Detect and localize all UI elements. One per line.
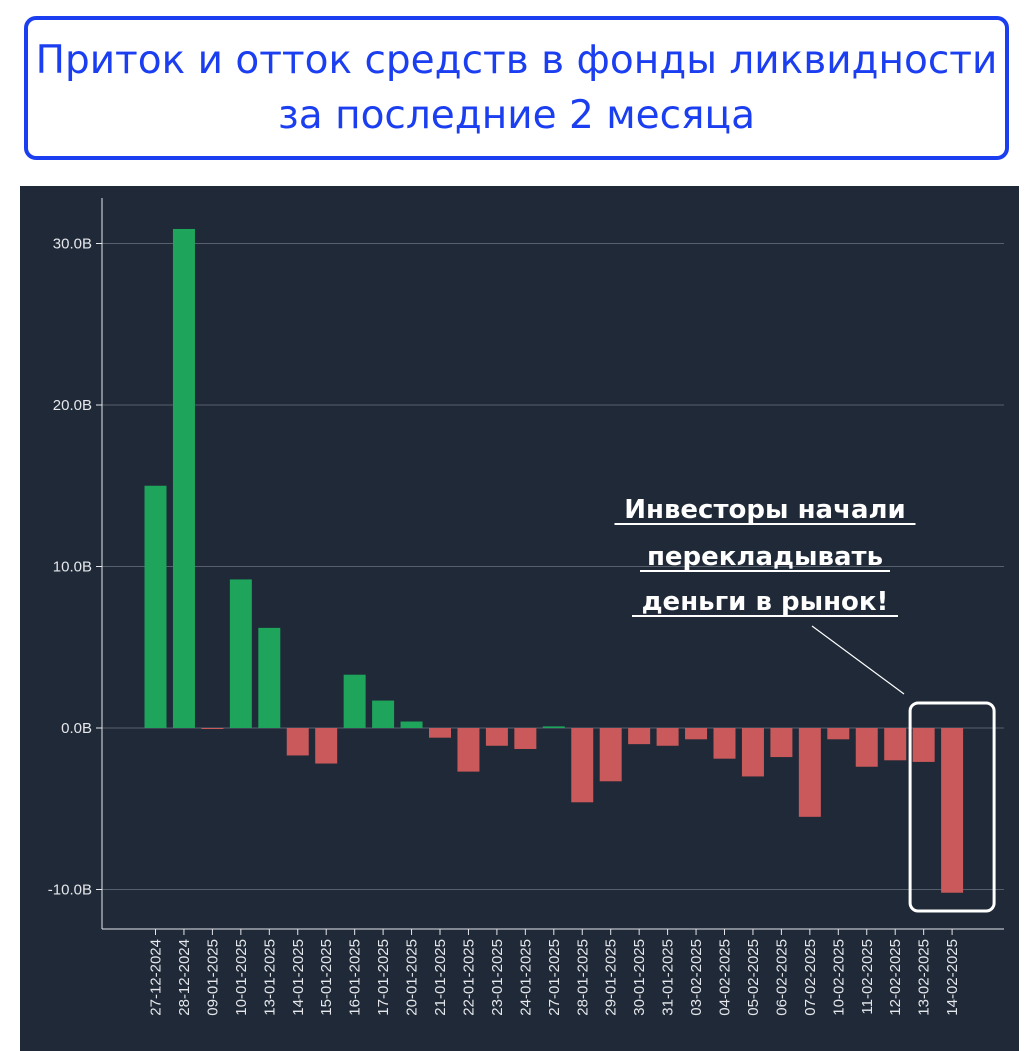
bar-07-02-2025 bbox=[798, 728, 821, 817]
bar-28-01-2025 bbox=[571, 728, 594, 803]
chart-panel: -10.0B 0.0B 10.0B 20.0B 30.0B 27-12-2024 28-12… bbox=[20, 186, 1019, 1051]
x-tick-label: 10-02-2025 bbox=[830, 939, 847, 1016]
title-box: Приток и отток средств в фонды ликвиднос… bbox=[24, 16, 1009, 160]
x-tick-label: 13-02-2025 bbox=[916, 939, 933, 1016]
bar-21-01-2025 bbox=[429, 728, 451, 738]
x-tick-label: 20-01-2025 bbox=[404, 939, 421, 1016]
bar-17-01-2025 bbox=[372, 700, 395, 728]
bar-14-01-2025 bbox=[286, 728, 309, 756]
y-tick-label: 20.0B bbox=[53, 397, 92, 414]
y-tick-label: -10.0B bbox=[48, 882, 92, 899]
bar-04-02-2025 bbox=[713, 728, 736, 759]
bar-06-02-2025 bbox=[770, 728, 793, 758]
bar-chart: -10.0B 0.0B 10.0B 20.0B 30.0B 27-12-2024 28-12… bbox=[48, 198, 1004, 1016]
bar-13-01-2025 bbox=[258, 627, 281, 728]
x-tick-label: 16-01-2025 bbox=[347, 939, 364, 1016]
x-tick-label: 05-02-2025 bbox=[745, 939, 762, 1016]
annotation-pointer bbox=[811, 625, 905, 695]
x-tick-label: 15-01-2025 bbox=[318, 939, 335, 1016]
x-tick-label: 13-01-2025 bbox=[261, 939, 278, 1016]
x-tick-label: 27-01-2025 bbox=[546, 939, 563, 1016]
highlight-box bbox=[908, 701, 996, 913]
x-tick-label: 28-12-2024 bbox=[176, 939, 193, 1016]
x-tick-label: 10-01-2025 bbox=[233, 939, 250, 1016]
bar-29-01-2025 bbox=[599, 728, 622, 782]
x-tick-label: 11-02-2025 bbox=[859, 939, 876, 1015]
x-tick-label: 23-01-2025 bbox=[489, 939, 506, 1016]
bar-09-01-2025 bbox=[201, 728, 224, 729]
annotation-line-3: деньги в рынок! bbox=[642, 587, 889, 617]
x-tick-label: 27-12-2024 bbox=[148, 939, 165, 1016]
bar-14-02-2025 bbox=[941, 728, 964, 893]
x-tick-label: 07-02-2025 bbox=[802, 939, 819, 1016]
y-tick-label: 30.0B bbox=[53, 236, 92, 253]
bar-10-01-2025 bbox=[229, 579, 252, 728]
chart-title-line-1: Приток и отток средств в фонды ликвиднос… bbox=[35, 38, 998, 83]
bar-11-02-2025 bbox=[855, 728, 878, 767]
x-tick-label: 12-02-2025 bbox=[887, 939, 904, 1016]
x-tick-label: 29-01-2025 bbox=[603, 939, 620, 1016]
y-tick-label: 10.0B bbox=[53, 559, 92, 576]
x-tick-label: 14-01-2025 bbox=[290, 939, 307, 1016]
x-tick-label: 21-01-2025 bbox=[432, 939, 449, 1016]
bar-10-02-2025 bbox=[827, 728, 850, 740]
x-tick-label: 22-01-2025 bbox=[460, 939, 477, 1016]
x-tick-label: 09-01-2025 bbox=[204, 939, 221, 1016]
bar-27-01-2025 bbox=[542, 726, 565, 728]
bar-03-02-2025 bbox=[685, 728, 708, 740]
x-tick-label: 03-02-2025 bbox=[688, 939, 705, 1016]
bar-28-12-2024 bbox=[172, 228, 195, 728]
x-tick-label: 28-01-2025 bbox=[574, 939, 591, 1016]
x-tick-label: 17-01-2025 bbox=[375, 939, 392, 1016]
bar-16-01-2025 bbox=[343, 674, 366, 728]
bar-12-02-2025 bbox=[884, 728, 907, 761]
x-tick-label: 04-02-2025 bbox=[717, 939, 734, 1016]
bar-15-01-2025 bbox=[315, 728, 338, 764]
bar-20-01-2025 bbox=[400, 721, 423, 728]
x-tick-label: 31-01-2025 bbox=[660, 939, 677, 1016]
bar-22-01-2025 bbox=[457, 728, 480, 772]
annotation-line-2: перекладывать bbox=[647, 542, 883, 572]
bar-27-12-2024 bbox=[144, 485, 167, 728]
bar-23-01-2025 bbox=[485, 728, 508, 746]
x-tick-label: 30-01-2025 bbox=[631, 939, 648, 1016]
chart-title-line-2: за последние 2 месяца bbox=[278, 93, 755, 138]
x-tick-label: 06-02-2025 bbox=[773, 939, 790, 1016]
chart-title: Приток и отток средств в фонды ликвиднос… bbox=[36, 33, 998, 143]
y-tick-label: 0.0B bbox=[61, 720, 92, 737]
bar-24-01-2025 bbox=[514, 728, 537, 749]
x-tick-label: 14-02-2025 bbox=[944, 939, 961, 1016]
bar-13-02-2025 bbox=[912, 728, 935, 762]
bar-31-01-2025 bbox=[656, 728, 679, 746]
bar-30-01-2025 bbox=[628, 728, 651, 745]
x-tick-label: 24-01-2025 bbox=[517, 939, 534, 1016]
bar-05-02-2025 bbox=[741, 728, 764, 777]
annotation-line-1: Инвесторы начали bbox=[624, 495, 906, 525]
